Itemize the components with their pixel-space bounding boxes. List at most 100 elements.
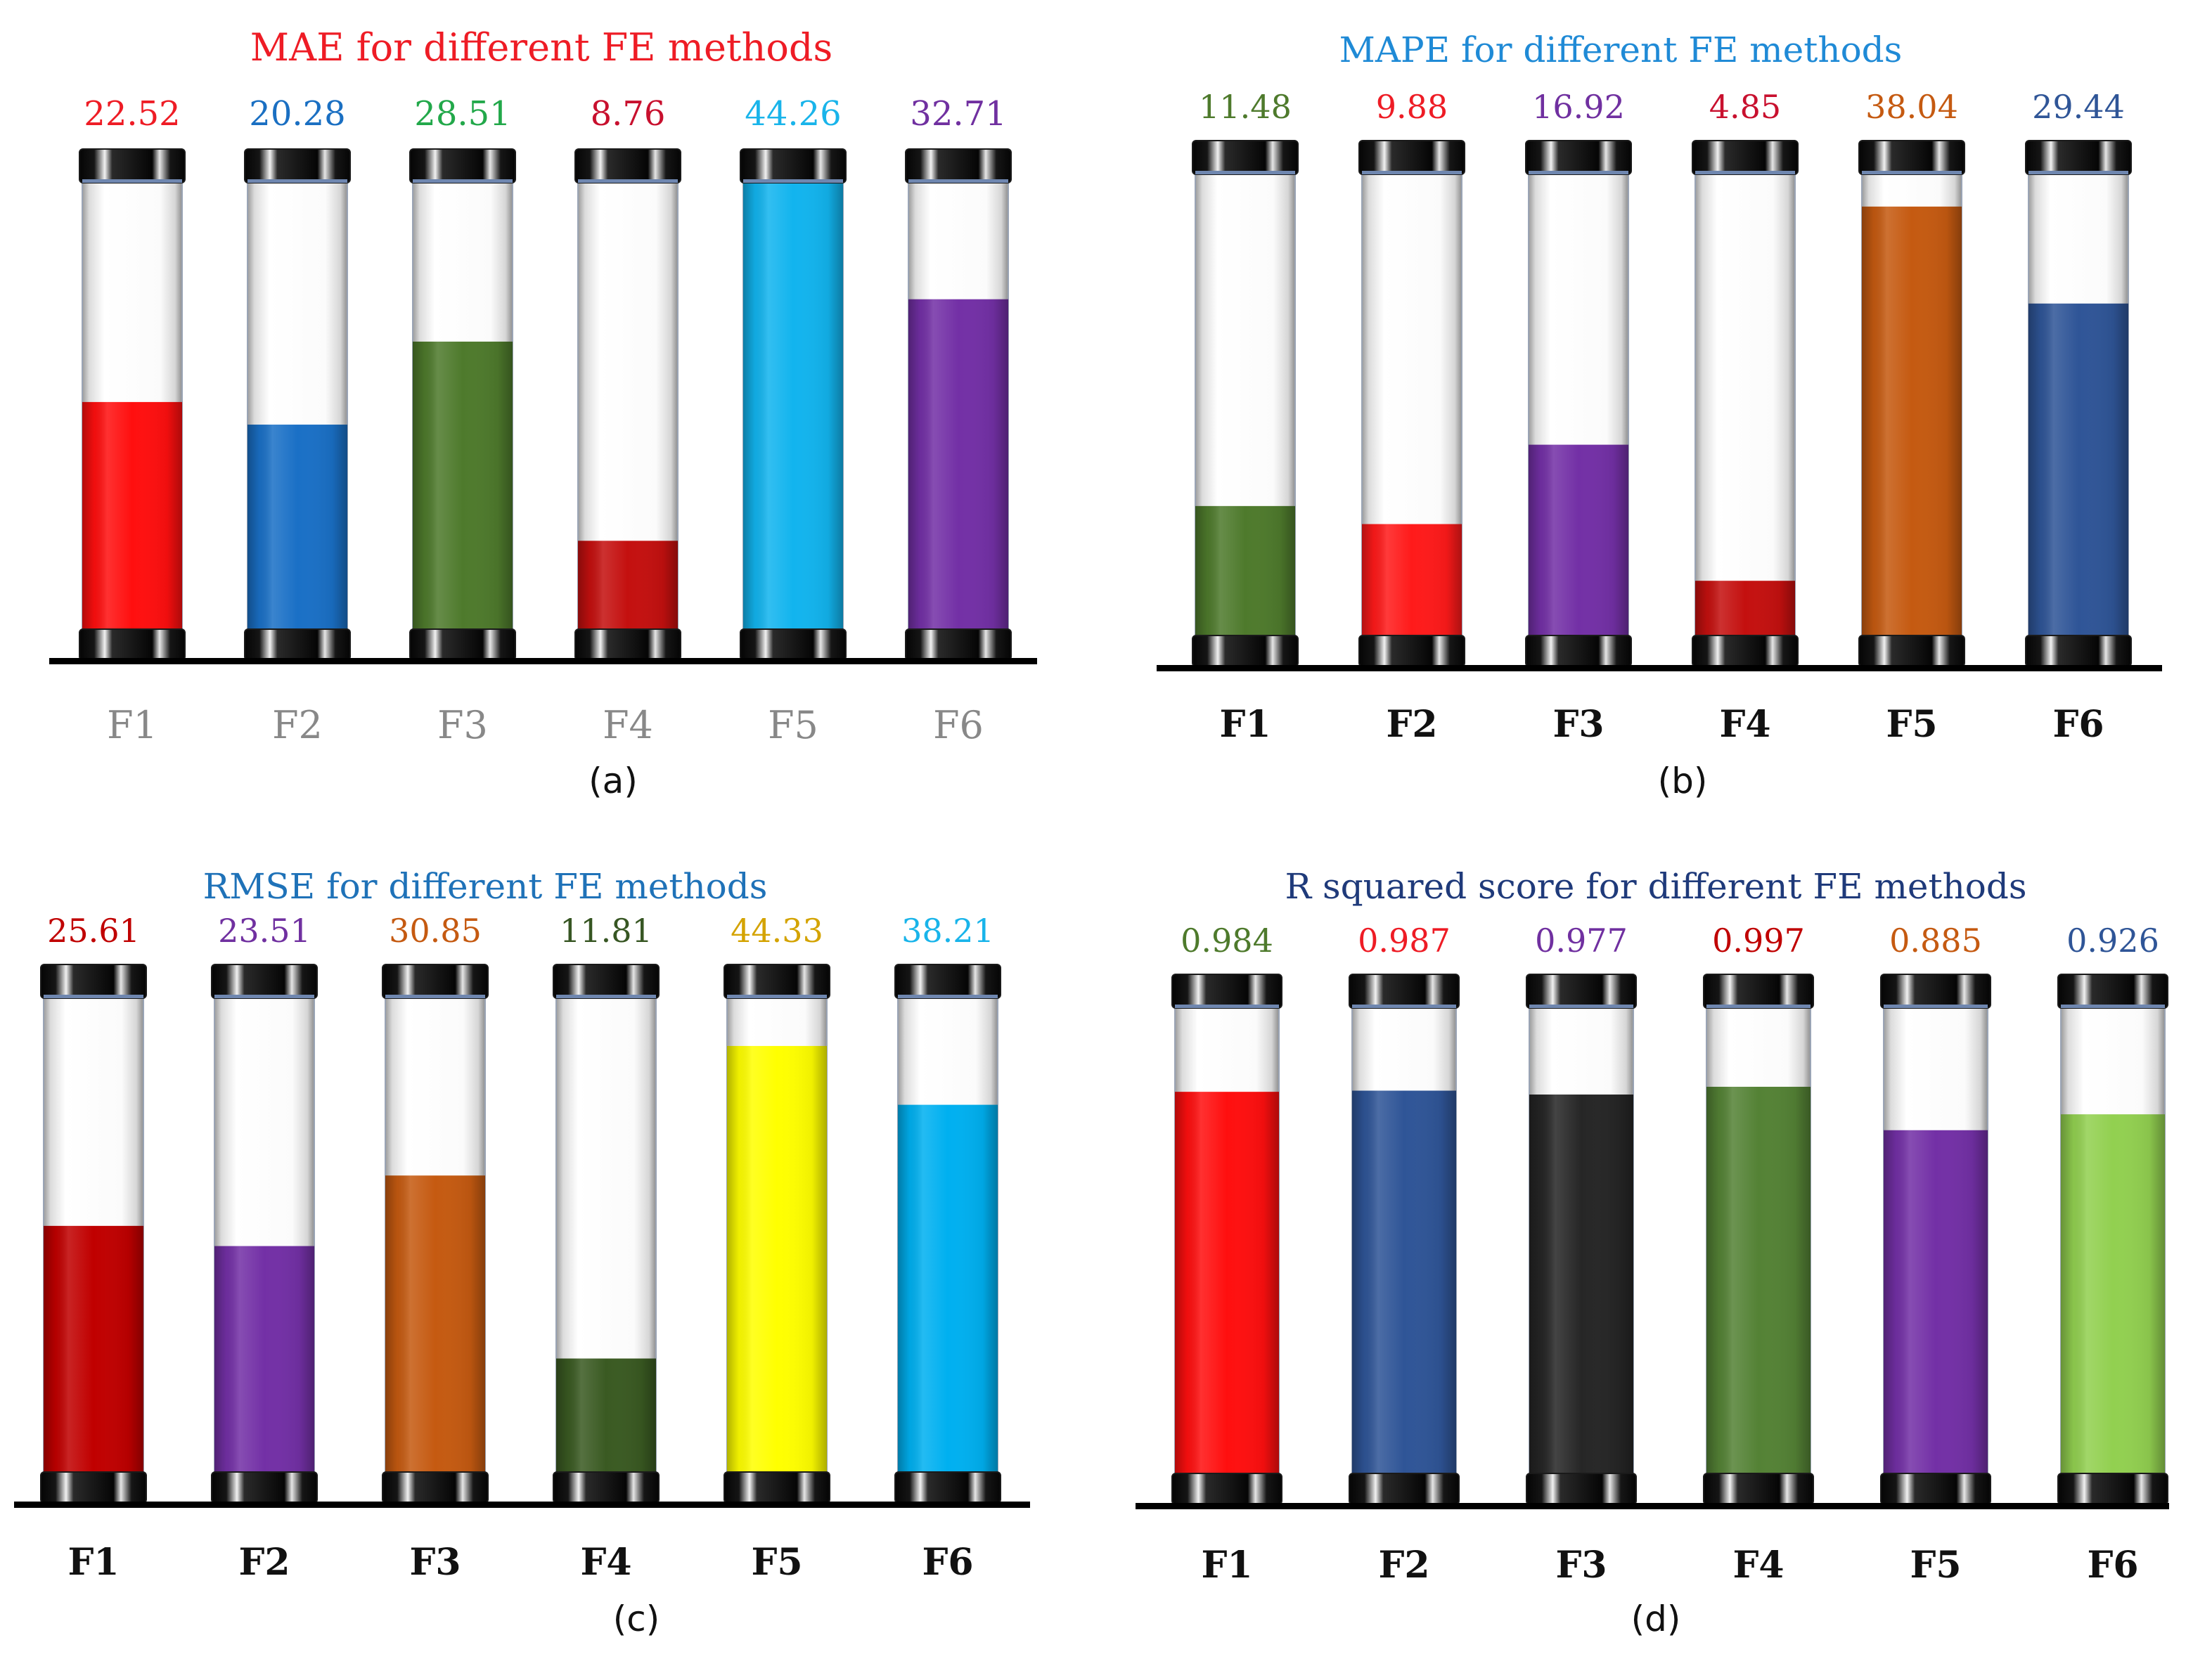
tube-cap-bottom — [1880, 1473, 1991, 1505]
tube-cap-bottom — [2025, 635, 2132, 667]
tube-cap-bottom — [724, 1471, 830, 1504]
bar-shading — [1529, 444, 1628, 635]
tube-cap-top — [574, 148, 681, 183]
value-label: 44.33 — [731, 912, 823, 950]
tube-cap-ring — [413, 179, 513, 183]
tick-label: F2 — [1386, 703, 1437, 746]
value-label: 0.984 — [1181, 922, 1273, 960]
tube-cap-top — [2057, 974, 2168, 1009]
value-label: 0.987 — [1358, 922, 1451, 960]
tube-cap-ring — [898, 995, 998, 998]
bar-shading — [44, 1225, 143, 1472]
tube-f4: 11.81 F4 — [553, 912, 660, 1584]
value-label: 28.51 — [414, 94, 510, 134]
bar-shading — [1195, 505, 1295, 635]
value-label: 22.52 — [84, 94, 180, 134]
value-label: 0.885 — [1889, 922, 1982, 960]
tube-f6: 32.71 F6 — [905, 94, 1012, 747]
tube-cap-bottom — [740, 628, 847, 661]
tube-cap-bottom — [244, 628, 351, 661]
tube-cap-top — [905, 148, 1012, 183]
tube-cap-ring — [1352, 1005, 1456, 1008]
value-label: 0.997 — [1712, 922, 1805, 960]
panel-c-caption: (c) — [613, 1599, 660, 1639]
bar-shading — [1529, 1095, 1633, 1473]
tube-cap-ring — [385, 995, 485, 998]
panel-c: RMSE for different FE methods 25.61 F1 23.… — [14, 866, 1030, 1639]
tick-label: F5 — [751, 1541, 802, 1584]
bar-shading — [743, 183, 843, 629]
tube-cap-top — [1858, 140, 1965, 175]
tube-f2: 9.88 F2 — [1358, 88, 1465, 746]
panel-b-title: MAPE for different FE methods — [1339, 30, 1903, 70]
tube-f4: 8.76 F4 — [574, 94, 681, 747]
tube-f1: 11.48 F1 — [1192, 88, 1299, 746]
tube-cap-top — [1349, 974, 1460, 1009]
value-label: 23.51 — [218, 912, 311, 950]
bar-shading — [1706, 1086, 1811, 1473]
bar-shading — [82, 401, 182, 629]
bar-shading — [2061, 1114, 2165, 1473]
tube-f6: 29.44 F6 — [2025, 88, 2132, 746]
bar-shading — [1695, 581, 1795, 635]
tube-cap-top — [1192, 140, 1299, 175]
tube-cap-bottom — [1858, 635, 1965, 667]
bar-shading — [385, 1175, 485, 1472]
tick-label: F5 — [768, 703, 818, 747]
panel-d-tubes: 0.984 F1 0.987 F2 0.977 F3 0.997 F4 0.885 F5 0.926… — [1171, 922, 2168, 1587]
panel-a: MAE for different FE methods 22.52 F1 20.2… — [49, 25, 1037, 801]
tube-cap-top — [211, 964, 318, 999]
tube-cap-bottom — [1171, 1473, 1282, 1505]
tube-cap-bottom — [1692, 635, 1799, 667]
panel-d-baseline — [1136, 1503, 2169, 1509]
tube-f1: 0.984 F1 — [1171, 922, 1282, 1587]
tube-cap-top — [1358, 140, 1465, 175]
tick-label: F3 — [437, 703, 488, 747]
tube-cap-top — [1880, 974, 1991, 1009]
value-label: 44.26 — [745, 94, 841, 134]
tube-f6: 38.21 F6 — [894, 912, 1001, 1584]
tube-cap-ring — [578, 179, 678, 183]
tube-cap-ring — [727, 995, 827, 998]
tube-cap-top — [1526, 974, 1637, 1009]
bar-shading — [1352, 1090, 1456, 1473]
tube-cap-bottom — [574, 628, 681, 661]
tick-label: F3 — [1552, 703, 1604, 746]
tube-cap-ring — [1862, 171, 1962, 174]
bar-shading — [214, 1246, 314, 1472]
tube-cap-top — [740, 148, 847, 183]
tick-label: F1 — [1201, 1544, 1252, 1587]
value-label: 30.85 — [389, 912, 482, 950]
value-label: 29.44 — [2032, 88, 2125, 126]
value-label: 32.71 — [910, 94, 1006, 134]
tick-label: F4 — [580, 1541, 631, 1584]
tick-label: F6 — [933, 703, 984, 747]
tube-f4: 4.85 F4 — [1692, 88, 1799, 746]
tube-cap-top — [724, 964, 830, 999]
tube-f2: 20.28 F2 — [244, 94, 351, 747]
tick-label: F6 — [922, 1541, 973, 1584]
panel-d-caption: (d) — [1631, 1599, 1681, 1639]
bar-shading — [908, 299, 1008, 629]
value-label: 38.21 — [901, 912, 994, 950]
bar-shading — [898, 1104, 998, 1472]
tick-label: F2 — [238, 1541, 290, 1584]
tube-cap-top — [1525, 140, 1632, 175]
value-label: 9.88 — [1376, 88, 1448, 126]
tube-cap-ring — [556, 995, 656, 998]
panel-b-caption: (b) — [1658, 761, 1708, 801]
value-label: 20.28 — [249, 94, 345, 134]
tube-cap-top — [1171, 974, 1282, 1009]
tube-cap-bottom — [1192, 635, 1299, 667]
value-label: 16.92 — [1532, 88, 1625, 126]
bar-shading — [556, 1358, 656, 1472]
tube-cap-top — [894, 964, 1001, 999]
tube-cap-top — [1692, 140, 1799, 175]
tube-cap-ring — [82, 179, 182, 183]
tube-f5: 44.26 F5 — [740, 94, 847, 747]
tube-cap-ring — [908, 179, 1008, 183]
tick-label: F4 — [1719, 703, 1770, 746]
tick-label: F2 — [272, 703, 323, 747]
panel-d-title: R squared score for different FE methods — [1285, 866, 2026, 907]
value-label: 11.48 — [1199, 88, 1292, 126]
